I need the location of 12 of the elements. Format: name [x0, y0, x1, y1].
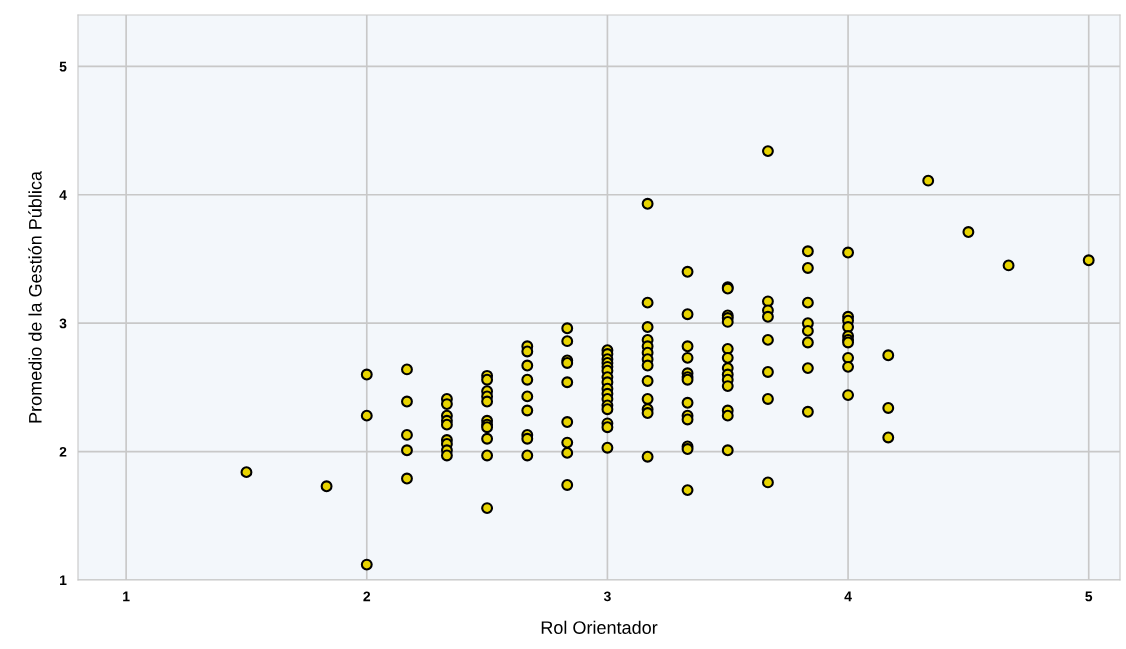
y-axis-title: Promedio de la Gestión Pública: [28, 171, 42, 423]
x-tick-label: 4: [844, 591, 852, 602]
y-tick-label: 3: [59, 318, 67, 329]
y-tick-label: 4: [59, 190, 67, 200]
x-tick-label: 2: [363, 591, 371, 602]
x-tick-label: 5: [1085, 591, 1093, 602]
x-axis-title: Rol Orientador: [541, 620, 658, 634]
y-tick-label: 5: [59, 61, 67, 72]
x-tick-label: 1: [123, 591, 130, 602]
y-tick-label: 1: [60, 575, 67, 586]
x-tick-label: 3: [603, 591, 611, 602]
y-tick-label: 2: [59, 446, 67, 457]
